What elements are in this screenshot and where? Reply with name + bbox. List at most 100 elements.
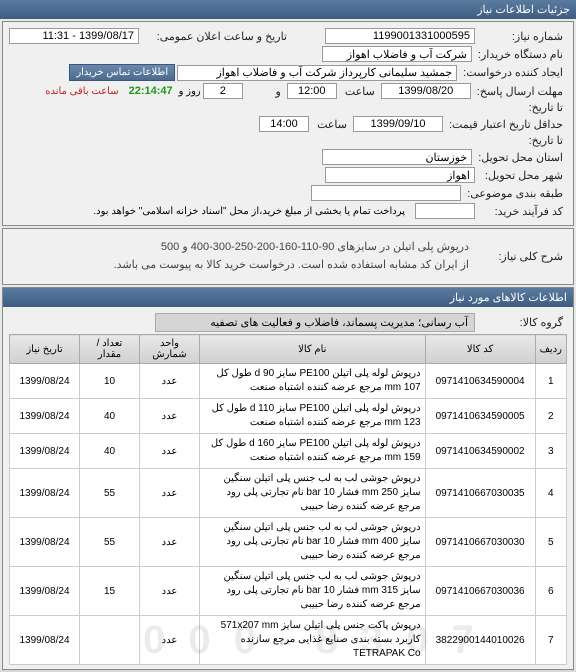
city-label: شهر محل تحویل: [477,169,567,182]
cell-code: 0971410667030036 [425,567,535,616]
table-row[interactable]: 20971410634590005درپوش لوله پلی اتیلن PE… [10,399,567,434]
cell-unit: عدد [140,399,200,434]
cell-name: درپوش لوله پلی اتیلن PE100 سایز d 110 طو… [200,399,426,434]
cell-date: 1399/08/24 [10,434,80,469]
budget-label: طبقه بندی موضوعی: [463,187,567,200]
cell-unit: عدد [140,469,200,518]
validity-date-field [353,116,443,132]
creator-label: ایجاد کننده درخواست: [459,66,567,79]
cell-code: 0971410667030030 [425,518,535,567]
cell-idx: 6 [535,567,566,616]
desc-line1: درپوش پلی اتیلن در سایزهای 90-110-160-20… [15,239,469,257]
cell-date: 1399/08/24 [10,469,80,518]
province-field [322,149,472,165]
cell-code: 0971410634590002 [425,434,535,469]
cell-name: درپوش جوشی لب به لب جنس پلی اتیلن سنگین … [200,518,426,567]
table-row[interactable]: 60971410667030036درپوش جوشی لب به لب جنس… [10,567,567,616]
days-field [203,83,243,99]
cell-name: درپوش لوله پلی اتیلن PE100 سایز d 90 طول… [200,364,426,399]
and-label: و [245,85,285,98]
col-qty[interactable]: تعداد / مقدار [80,335,140,364]
cell-date: 1399/08/24 [10,616,80,665]
validity-time-field [259,116,309,132]
announce-field [9,28,139,44]
cell-name: درپوش جوشی لب به لب جنس پلی اتیلن سنگین … [200,469,426,518]
description-panel: شرح کلی نیاز: درپوش پلی اتیلن در سایزهای… [2,228,574,285]
col-unit[interactable]: واحد شمارش [140,335,200,364]
cell-qty: 10 [80,364,140,399]
table-row[interactable]: 40971410667030035درپوش جوشی لب به لب جنس… [10,469,567,518]
group-label: گروه کالا: [477,316,567,329]
cell-unit: عدد [140,567,200,616]
cell-qty [80,616,140,665]
cell-code: 0971410634590005 [425,399,535,434]
deadline-time-field [287,83,337,99]
day-word: روز و [179,86,201,97]
cell-idx: 5 [535,518,566,567]
desc-label: شرح کلی نیاز: [477,250,567,263]
cell-unit: عدد [140,518,200,567]
contact-button[interactable]: اطلاعات تماس خریدار [69,64,175,81]
cell-idx: 1 [535,364,566,399]
deadline-to-label: تا تاریخ: [477,101,567,114]
col-idx[interactable]: ردیف [535,335,566,364]
cell-date: 1399/08/24 [10,399,80,434]
cell-name: درپوش لوله پلی اتیلن PE100 سایز d 160 طو… [200,434,426,469]
cell-idx: 3 [535,434,566,469]
buyer-label: نام دستگاه خریدار: [474,48,567,61]
process-label: کد فرآیند خرید: [477,205,567,218]
buyer-field [322,46,472,62]
province-label: استان محل تحویل: [474,151,567,164]
budget-field [311,185,461,201]
cell-date: 1399/08/24 [10,518,80,567]
cell-code: 0971410667030035 [425,469,535,518]
items-panel: اطلاعات کالاهای مورد نیاز گروه کالا: آب … [2,287,574,670]
sat-label-2: ساعت [311,118,351,131]
cell-idx: 7 [535,616,566,665]
cell-unit: عدد [140,434,200,469]
need-no-field [325,28,475,44]
cell-idx: 4 [535,469,566,518]
cell-idx: 2 [535,399,566,434]
sat-label-1: ساعت [339,85,379,98]
table-row[interactable]: 73822900144010026درپوش پاکت جنس پلی اتیل… [10,616,567,665]
table-row[interactable]: 10971410634590004درپوش لوله پلی اتیلن PE… [10,364,567,399]
cell-name: درپوش جوشی لب به لب جنس پلی اتیلن سنگین … [200,567,426,616]
city-field [325,167,475,183]
need-no-label: شماره نیاز: [477,30,567,43]
items-panel-title: اطلاعات کالاهای مورد نیاز [3,288,573,307]
cell-date: 1399/08/24 [10,567,80,616]
items-table: ردیف کد کالا نام کالا واحد شمارش تعداد /… [9,334,567,665]
page-title: جزئیات اطلاعات نیاز [0,0,576,19]
cell-qty: 55 [80,518,140,567]
desc-line2: از ایران کد مشابه استفاده شده است. درخوا… [15,257,469,275]
cell-name: درپوش پاکت جنس پلی اتیلن سایز 571x207 mm… [200,616,426,665]
table-row[interactable]: 30971410634590002درپوش لوله پلی اتیلن PE… [10,434,567,469]
cell-qty: 55 [80,469,140,518]
hours-left-label: ساعت باقی مانده [41,86,122,97]
validity-to-label: تا تاریخ: [477,134,567,147]
cell-unit: عدد [140,616,200,665]
cell-qty: 40 [80,399,140,434]
col-name[interactable]: نام کالا [200,335,426,364]
cell-code: 3822900144010026 [425,616,535,665]
table-row[interactable]: 50971410667030030درپوش جوشی لب به لب جنس… [10,518,567,567]
process-note: پرداخت تمام یا بخشی از مبلغ خرید،از محل … [93,206,413,217]
group-value: آب رسانی؛ مدیریت پسماند، فاضلاب و فعالیت… [155,313,475,332]
cell-qty: 15 [80,567,140,616]
deadline-label: مهلت ارسال پاسخ: [473,85,567,98]
table-header-row: ردیف کد کالا نام کالا واحد شمارش تعداد /… [10,335,567,364]
announce-label: تاریخ و ساعت اعلان عمومی: [141,30,291,43]
general-info-panel: شماره نیاز: تاریخ و ساعت اعلان عمومی: نا… [2,21,574,226]
cell-unit: عدد [140,364,200,399]
validity-label: حداقل تاریخ اعتبار قیمت: [445,118,567,131]
cell-date: 1399/08/24 [10,364,80,399]
deadline-date-field [381,83,471,99]
cell-code: 0971410634590004 [425,364,535,399]
process-field [415,203,475,219]
col-date[interactable]: تاریخ نیاز [10,335,80,364]
col-code[interactable]: کد کالا [425,335,535,364]
creator-field [177,65,457,81]
cell-qty: 40 [80,434,140,469]
countdown-timer: 22:14:47 [125,85,177,97]
